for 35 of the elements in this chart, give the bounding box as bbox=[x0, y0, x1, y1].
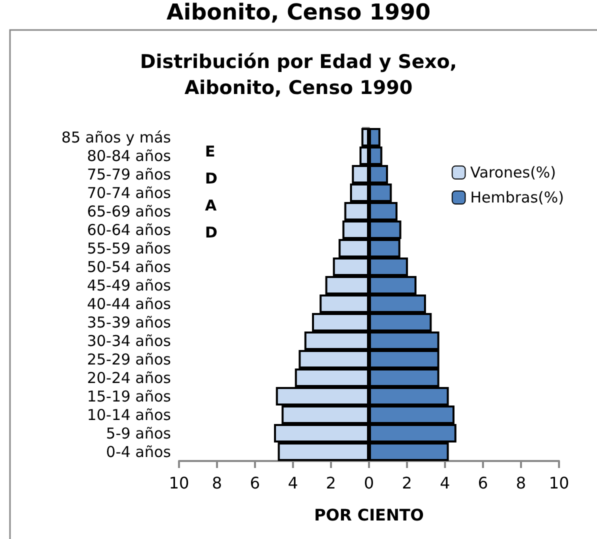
x-tick-label: 10 bbox=[168, 474, 190, 492]
y-tick-label: 75-79 años bbox=[86, 165, 172, 184]
x-tick-label: 6 bbox=[478, 474, 488, 492]
y-tick-label: 85 años y más bbox=[61, 128, 172, 146]
x-tick-label: 0 bbox=[364, 474, 374, 492]
y-tick-label: 15-19 años bbox=[86, 387, 172, 406]
x-tick-label: 8 bbox=[212, 474, 222, 492]
x-tick-label: 2 bbox=[402, 474, 412, 492]
y-tick-label: 35-39 años bbox=[86, 313, 172, 332]
y-tick-label: 30-34 años bbox=[86, 332, 172, 350]
y-tick-label: 70-74 años bbox=[86, 184, 172, 202]
x-tick-label: 6 bbox=[250, 474, 260, 492]
y-tick-label: 20-24 años bbox=[86, 368, 172, 387]
y-tick-label: 65-69 años bbox=[86, 202, 172, 220]
chart-title: Distribución por Edad y Sexo, Aibonito, Censo 1990 bbox=[140, 51, 458, 99]
y-axis-title: EDAD bbox=[205, 142, 218, 242]
y-tick-label: 80-84 años bbox=[86, 146, 172, 165]
x-tick-label: 4 bbox=[440, 474, 450, 492]
y-tick-label: 25-29 años bbox=[86, 350, 172, 368]
x-tick-label: 8 bbox=[516, 474, 526, 492]
y-tick-label: 50-54 años bbox=[86, 258, 172, 276]
x-tick-label: 10 bbox=[548, 474, 570, 492]
y-tick-label: 10-14 años bbox=[86, 406, 172, 424]
y-tick-label: 45-49 años bbox=[86, 276, 172, 294]
text: Aibonito, Censo 1990 bbox=[166, 0, 431, 26]
y-tick-label: 5-9 años bbox=[106, 424, 172, 442]
y-tick-label: 0-4 años bbox=[106, 442, 172, 461]
legend-label: Varones(%) bbox=[470, 164, 556, 182]
y-tick-label: 60-64 años bbox=[86, 220, 172, 239]
legend-label: Hembras(%) bbox=[470, 188, 564, 206]
x-tick-label: 4 bbox=[288, 474, 298, 492]
y-tick-label: 40-44 años bbox=[86, 294, 172, 313]
x-axis-title: POR CIENTO bbox=[314, 506, 424, 524]
y-tick-label: 55-59 años bbox=[86, 239, 172, 258]
x-tick-label: 2 bbox=[326, 474, 336, 492]
